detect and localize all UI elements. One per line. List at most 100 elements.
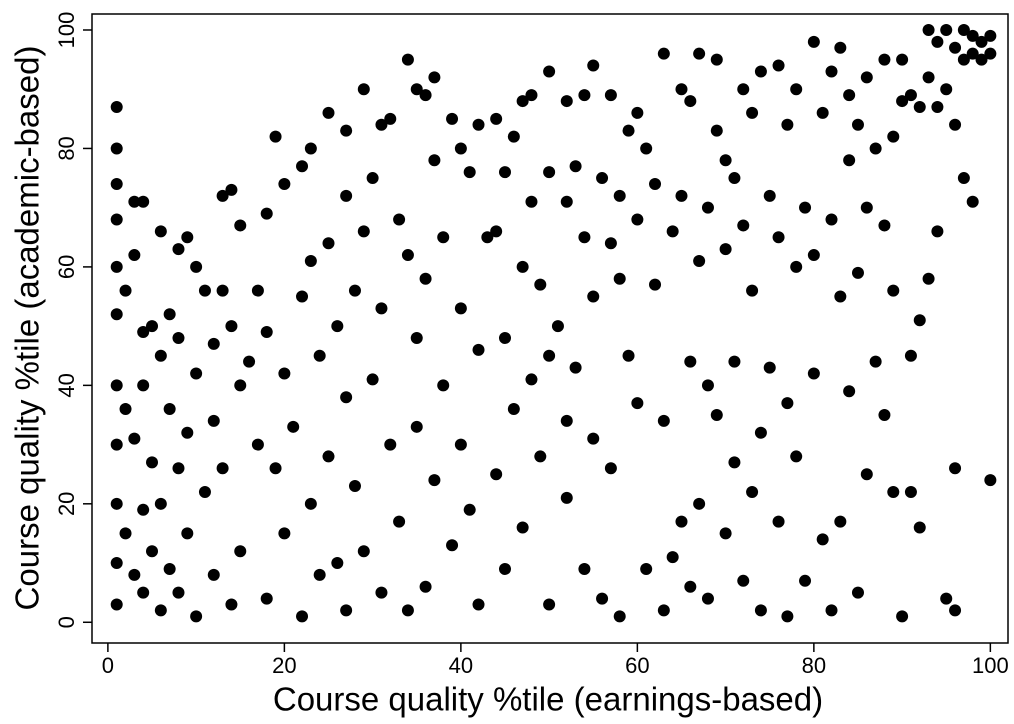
point [172,243,185,256]
point [560,414,573,427]
point [534,278,547,291]
point [913,100,926,113]
point [543,166,556,179]
point [110,308,123,321]
point [198,485,211,498]
point [207,414,220,427]
point [384,438,397,451]
point [137,586,150,599]
point [728,456,741,469]
point [507,130,520,143]
y-tick-label: 100 [54,12,79,49]
point [878,53,891,66]
point [737,219,750,232]
point [657,414,670,427]
point [949,462,962,475]
point [454,302,467,315]
point [190,367,203,380]
point [710,408,723,421]
point [128,432,141,445]
point [860,468,873,481]
point [913,521,926,534]
point [701,201,714,214]
point [366,172,379,185]
point [940,23,953,36]
point [949,41,962,54]
point [666,225,679,238]
point [622,349,635,362]
point [754,604,767,617]
point [604,89,617,102]
point [807,249,820,262]
point [154,497,167,510]
point [904,89,917,102]
point [322,450,335,463]
point [649,177,662,190]
point [393,515,406,528]
point [913,314,926,327]
point [684,580,697,593]
point [922,23,935,36]
point [516,95,529,108]
point [596,592,609,605]
point [869,142,882,155]
point [428,71,441,84]
point [560,491,573,504]
point [375,586,388,599]
point [375,302,388,315]
point [746,485,759,498]
point [234,545,247,558]
point [137,195,150,208]
point [401,604,414,617]
point [790,260,803,273]
point [216,284,229,297]
point [401,53,414,66]
point [904,349,917,362]
point [622,124,635,137]
point [163,308,176,321]
point [269,130,282,143]
point [207,568,220,581]
x-tick-label: 0 [102,653,114,678]
point [110,497,123,510]
point [357,83,370,96]
point [701,379,714,392]
point [525,373,538,386]
point [684,355,697,368]
point [772,59,785,72]
point [604,462,617,475]
point [728,355,741,368]
point [428,154,441,167]
point [119,284,132,297]
point [763,189,776,202]
point [260,326,273,339]
point [790,83,803,96]
point [957,23,970,36]
point [366,373,379,386]
x-axis-label: Course quality %tile (earnings-based) [273,681,823,718]
point [613,189,626,202]
point [190,610,203,623]
point [543,65,556,78]
point [234,219,247,232]
point [922,272,935,285]
point [234,379,247,392]
point [340,604,353,617]
point [922,71,935,84]
y-tick-label: 80 [54,136,79,160]
point [746,106,759,119]
point [110,438,123,451]
point [322,106,335,119]
point [587,59,600,72]
point [110,379,123,392]
point [719,154,732,167]
point [419,272,432,285]
point [207,337,220,350]
point [851,118,864,131]
point [260,592,273,605]
point [772,231,785,244]
point [322,237,335,250]
point [137,379,150,392]
point [940,592,953,605]
